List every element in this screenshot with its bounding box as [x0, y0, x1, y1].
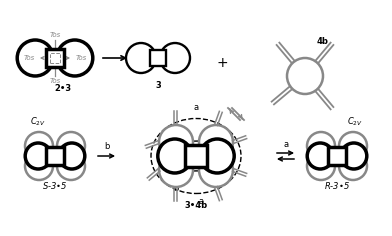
Circle shape	[25, 152, 53, 180]
Text: b: b	[173, 184, 179, 193]
Circle shape	[17, 40, 53, 76]
Circle shape	[158, 139, 192, 173]
Circle shape	[200, 139, 234, 173]
Circle shape	[159, 153, 193, 187]
Circle shape	[57, 40, 93, 76]
Circle shape	[57, 152, 85, 180]
Circle shape	[57, 132, 85, 160]
Text: a: a	[198, 197, 203, 206]
Circle shape	[339, 132, 367, 160]
Text: a: a	[283, 140, 289, 149]
Text: $S$-3•5: $S$-3•5	[42, 180, 68, 191]
Text: 3•4b: 3•4b	[185, 201, 207, 210]
Bar	[328, 147, 346, 165]
Circle shape	[160, 43, 190, 73]
Bar	[150, 50, 166, 66]
Text: a: a	[193, 103, 199, 112]
Text: Tos: Tos	[49, 78, 61, 84]
Text: $C_{2V}$: $C_{2V}$	[347, 116, 363, 128]
Circle shape	[199, 125, 233, 159]
Text: b: b	[160, 139, 166, 148]
Bar	[50, 53, 60, 63]
Circle shape	[199, 153, 233, 187]
Circle shape	[126, 43, 156, 73]
Bar	[46, 49, 64, 67]
Text: 2•3: 2•3	[54, 84, 72, 93]
Text: b: b	[228, 143, 234, 152]
Circle shape	[339, 152, 367, 180]
Text: Tos: Tos	[75, 55, 87, 61]
Circle shape	[341, 143, 367, 169]
Text: 3: 3	[155, 81, 161, 90]
Circle shape	[25, 132, 53, 160]
Bar	[46, 147, 64, 165]
Circle shape	[159, 125, 193, 159]
Circle shape	[59, 143, 85, 169]
Text: 4b: 4b	[317, 37, 329, 46]
Circle shape	[307, 143, 333, 169]
Circle shape	[25, 143, 51, 169]
Bar	[185, 145, 207, 167]
Text: b: b	[104, 142, 110, 151]
Text: Tos: Tos	[24, 55, 34, 61]
Circle shape	[307, 132, 335, 160]
Text: +: +	[216, 56, 228, 70]
Circle shape	[287, 58, 323, 94]
Text: $C_{2V}$: $C_{2V}$	[30, 116, 46, 128]
Text: $R$-3•5: $R$-3•5	[324, 180, 350, 191]
Circle shape	[307, 152, 335, 180]
Text: Tos: Tos	[49, 32, 61, 38]
